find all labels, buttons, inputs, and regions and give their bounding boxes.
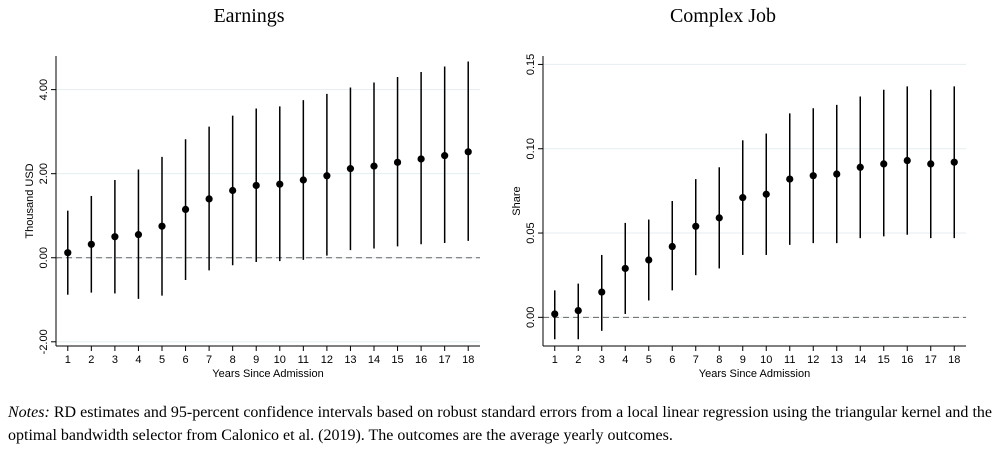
point-estimate (87, 240, 95, 248)
x-tick-label: 16 (415, 354, 427, 366)
x-tick-label: 9 (740, 354, 746, 366)
point-estimate (762, 190, 770, 198)
notes-label: Notes: (8, 404, 50, 421)
x-tick-label: 1 (65, 354, 71, 366)
x-tick-label: 16 (901, 354, 913, 366)
chart-title: Earnings (213, 5, 284, 27)
x-tick-label: 3 (112, 354, 118, 366)
y-tick-label: 4.00 (38, 79, 50, 100)
x-tick-label: 14 (854, 354, 866, 366)
x-tick-label: 7 (693, 354, 699, 366)
x-tick-label: 12 (807, 354, 819, 366)
point-estimate (903, 156, 911, 165)
point-estimate (181, 205, 190, 214)
point-estimate (598, 288, 606, 296)
x-tick-label: 10 (760, 354, 772, 366)
x-tick-label: 6 (669, 354, 675, 366)
point-estimate (370, 162, 378, 170)
x-tick-label: 11 (784, 354, 795, 366)
point-estimate (715, 214, 723, 222)
x-tick-label: 13 (344, 354, 356, 366)
x-tick-label: 2 (88, 354, 94, 366)
x-tick-label: 1 (552, 354, 558, 366)
x-tick-label: 8 (230, 354, 236, 366)
x-tick-label: 12 (321, 354, 333, 366)
point-estimate (417, 155, 425, 163)
figure-notes: Notes: RD estimates and 95-percent confi… (8, 401, 992, 447)
x-tick-label: 10 (274, 354, 286, 366)
point-estimate (668, 242, 676, 251)
point-estimate (856, 163, 864, 171)
point-estimate (323, 172, 331, 180)
y-tick-label: 0.15 (525, 54, 537, 75)
x-tick-label: 17 (925, 354, 937, 366)
x-axis-title: Years Since Admission (699, 368, 811, 380)
x-tick-label: 8 (716, 354, 722, 366)
x-tick-label: 18 (462, 354, 474, 366)
x-tick-label: 15 (391, 354, 403, 366)
point-estimate (621, 264, 629, 273)
point-estimate (158, 222, 166, 230)
point-estimate (551, 310, 559, 318)
figure: Earnings-2.000.002.004.001 2 3 4 5 6 7 8 9 10 11 12… (24, 5, 966, 380)
point-estimate (786, 175, 794, 183)
x-tick-label: 18 (948, 354, 960, 366)
y-tick-label: 2.00 (38, 163, 50, 184)
point-estimate (393, 158, 402, 166)
x-axis-title: Years Since Admission (212, 368, 324, 380)
point-estimate (252, 181, 260, 190)
y-tick-label: 0.00 (38, 247, 50, 268)
point-estimate (739, 194, 747, 202)
x-tick-label: 9 (253, 354, 259, 366)
point-estimate (809, 172, 817, 180)
x-tick-label: 5 (159, 354, 165, 366)
point-estimate (299, 176, 307, 184)
y-tick-label: 0.10 (525, 138, 537, 159)
point-estimate (645, 256, 653, 264)
notes-text: RD estimates and 95-percent confidence i… (8, 404, 992, 444)
x-tick-label: 14 (368, 354, 380, 366)
x-tick-label: 15 (878, 354, 890, 366)
point-estimate (111, 233, 119, 241)
x-tick-label: 2 (575, 354, 581, 366)
point-estimate (205, 195, 213, 203)
point-estimate (880, 160, 888, 168)
point-estimate (134, 231, 143, 239)
point-estimate (441, 152, 449, 160)
y-axis-title: Share (511, 186, 523, 215)
point-estimate (346, 165, 355, 173)
x-tick-label: 4 (622, 354, 628, 366)
y-axis-title: Thousand USD (24, 163, 36, 238)
y-tick-label: -2.00 (38, 329, 50, 354)
x-tick-label: 7 (206, 354, 212, 366)
point-estimate (574, 306, 582, 315)
chart-panel-1: Earnings-2.000.002.004.001 2 3 4 5 6 7 8 9 10 11 12… (24, 5, 480, 380)
point-estimate (276, 180, 284, 188)
x-tick-label: 6 (182, 354, 188, 366)
x-tick-label: 13 (831, 354, 843, 366)
point-estimate (229, 186, 237, 195)
point-estimate (64, 249, 72, 257)
x-tick-label: 11 (298, 354, 309, 366)
y-tick-label: 0.05 (525, 222, 537, 243)
x-tick-label: 3 (599, 354, 605, 366)
x-tick-label: 17 (439, 354, 451, 366)
chart-title: Complex Job (670, 5, 776, 27)
x-tick-label: 5 (646, 354, 652, 366)
point-estimate (692, 222, 700, 230)
point-estimate (464, 148, 472, 156)
point-estimate (950, 158, 958, 166)
x-tick-label: 4 (135, 354, 141, 366)
y-tick-label: 0.00 (525, 307, 537, 328)
point-estimate (927, 160, 935, 168)
point-estimate (833, 170, 841, 178)
